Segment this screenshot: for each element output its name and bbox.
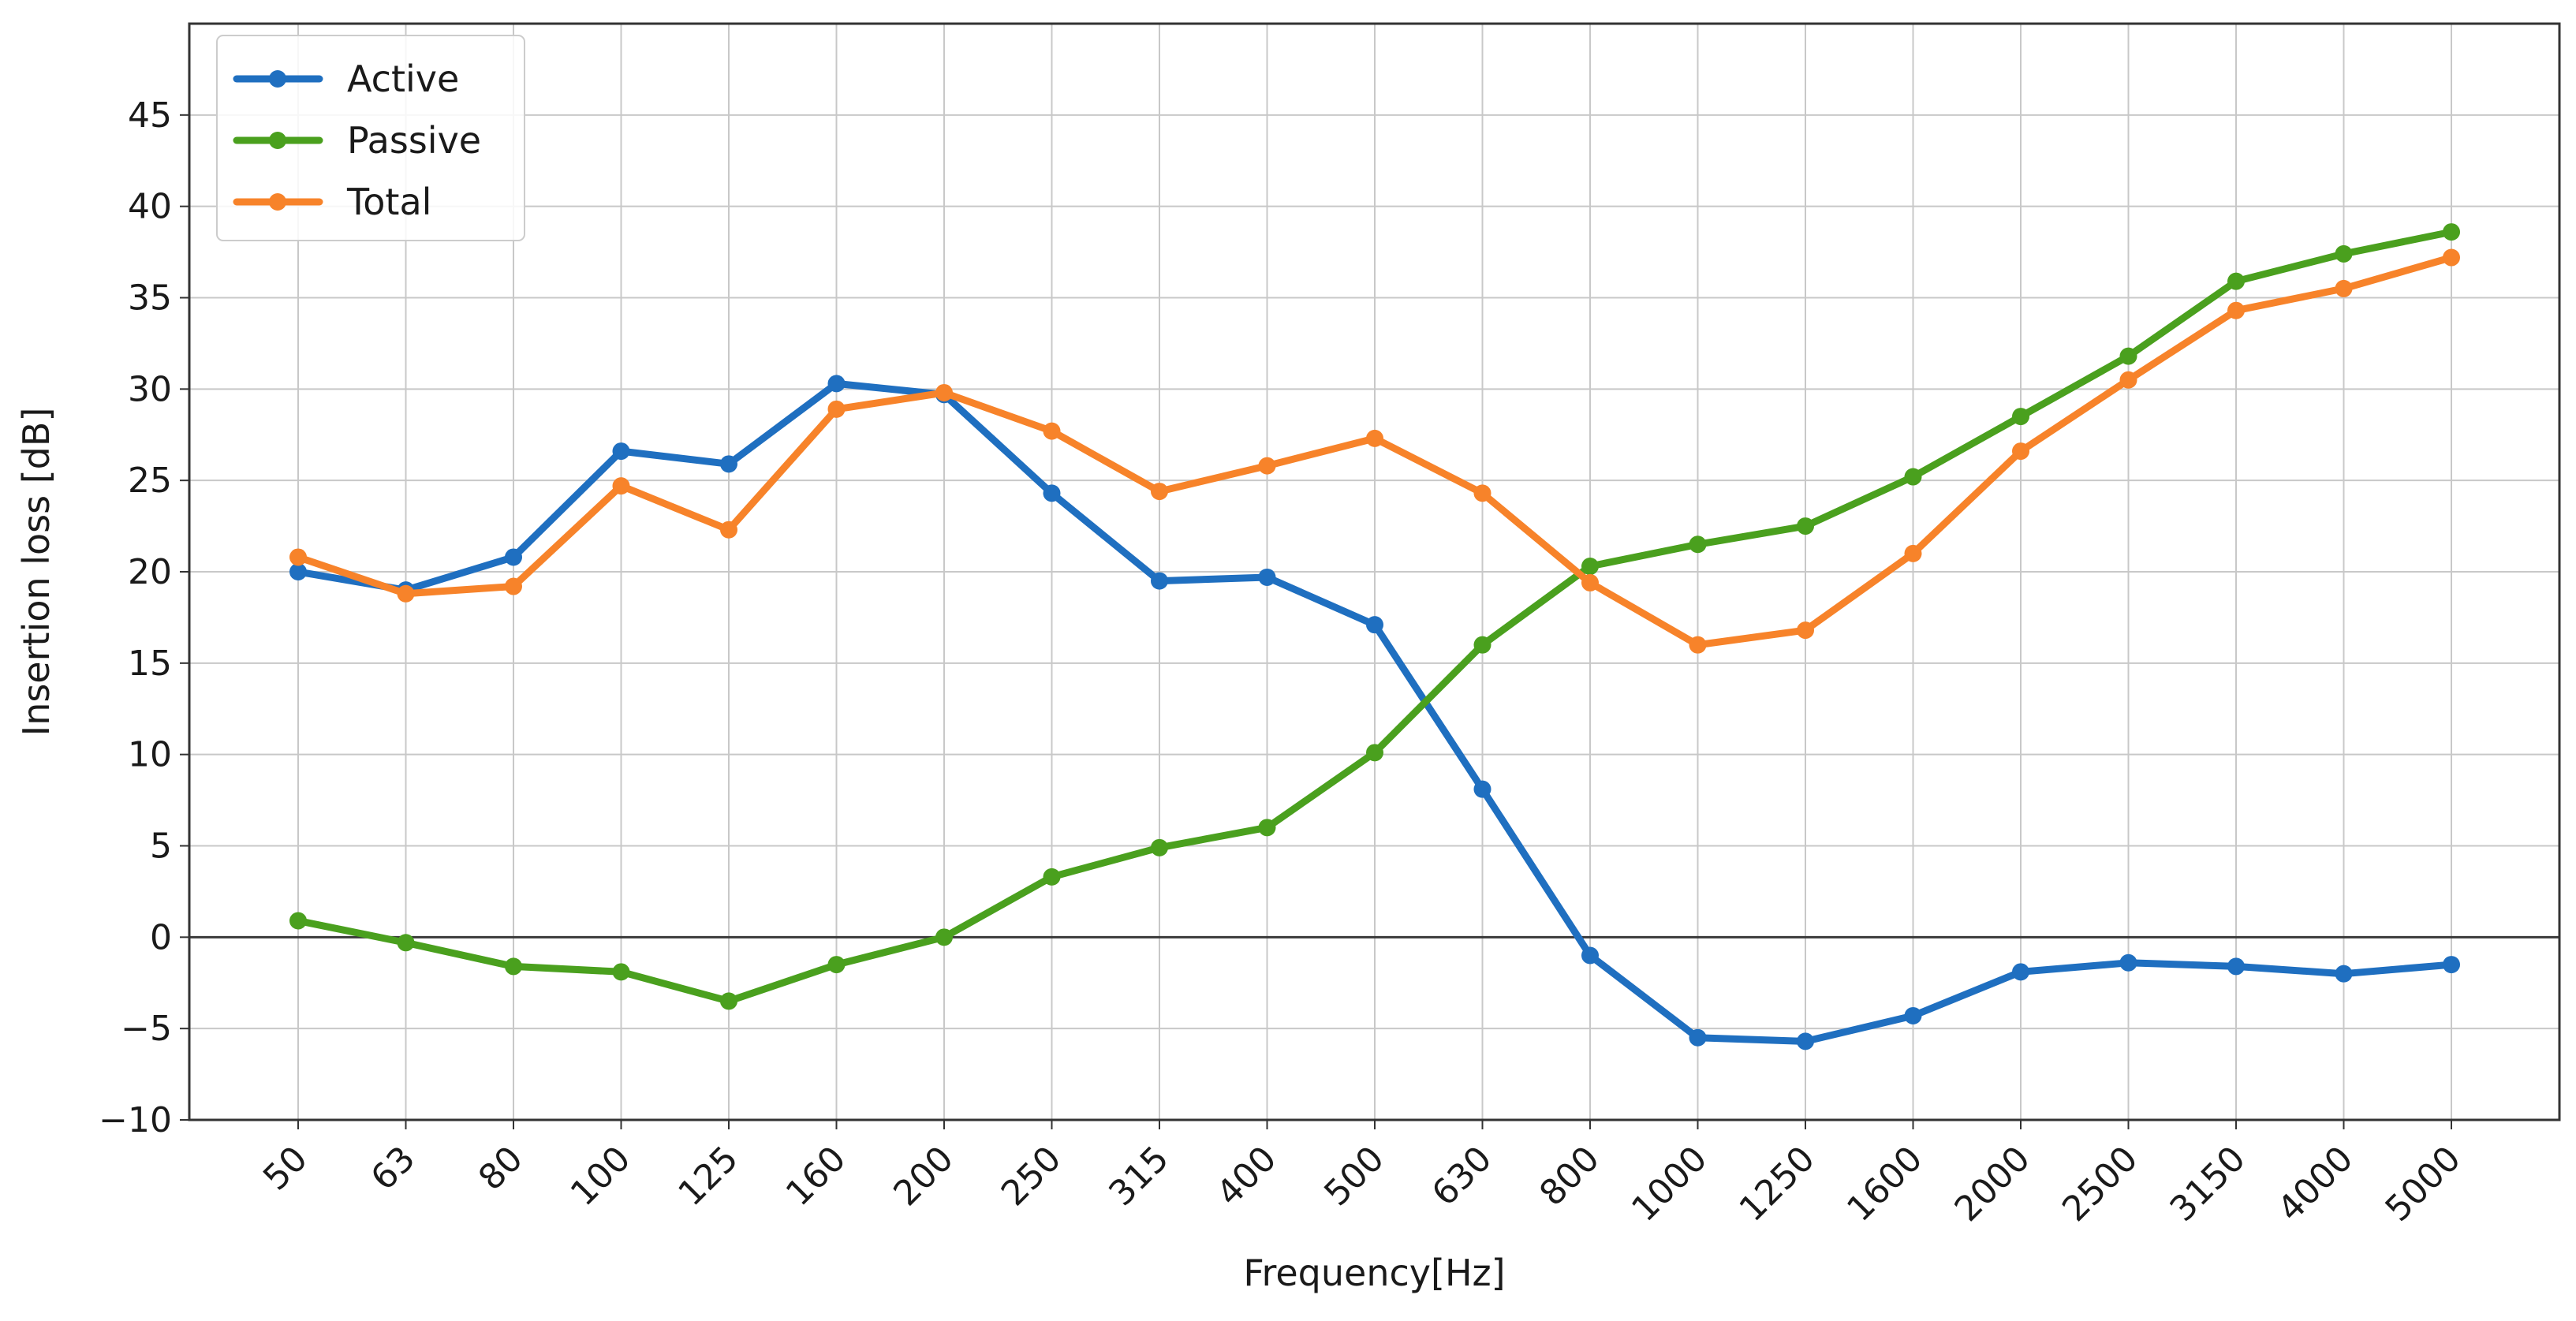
legend-label-active: Active: [347, 58, 459, 100]
data-point-passive: [1366, 744, 1383, 762]
legend-marker-active: [269, 70, 286, 88]
data-point-total: [2119, 371, 2137, 389]
series-total: [289, 248, 2460, 654]
data-point-passive: [2443, 223, 2460, 241]
data-point-active: [505, 548, 522, 566]
data-point-total: [720, 521, 737, 539]
data-point-active: [1366, 616, 1383, 634]
data-point-active: [2227, 957, 2245, 976]
data-point-total: [1151, 483, 1168, 501]
data-point-active: [720, 455, 737, 473]
legend-label-total: Total: [346, 181, 431, 223]
data-point-active: [2119, 953, 2137, 972]
series-passive: [289, 223, 2460, 1010]
y-axis-label: Insertion loss [dB]: [15, 408, 58, 737]
series-layer: [289, 223, 2460, 1050]
data-point-passive: [1689, 535, 1707, 554]
data-point-total: [1581, 573, 1599, 591]
data-point-passive: [2012, 408, 2029, 426]
legend: Active Passive Total: [216, 35, 525, 241]
x-axis-label: Frequency[Hz]: [1243, 1252, 1505, 1294]
data-point-active: [1473, 780, 1491, 798]
data-point-passive: [397, 934, 415, 952]
data-point-total: [289, 548, 307, 566]
data-point-total: [1043, 422, 1061, 440]
legend-label-passive: Passive: [347, 119, 481, 162]
data-point-active: [1797, 1032, 1814, 1050]
data-point-total: [1797, 621, 1814, 640]
data-point-active: [827, 375, 846, 393]
data-point-passive: [1473, 636, 1491, 654]
data-point-total: [827, 400, 846, 418]
data-point-passive: [1581, 558, 1599, 576]
data-point-total: [2335, 279, 2353, 297]
data-point-total: [1904, 544, 1922, 562]
data-point-passive: [827, 956, 846, 974]
data-point-active: [1043, 484, 1061, 502]
y-tick-label: −5: [121, 1009, 172, 1049]
y-tick-label: 5: [150, 827, 172, 867]
data-point-passive: [612, 963, 630, 981]
data-point-total: [2012, 442, 2029, 461]
data-point-total: [505, 577, 522, 595]
y-tick-label: 30: [128, 369, 172, 409]
data-point-passive: [1904, 468, 1922, 486]
y-tick-label: 45: [128, 95, 172, 136]
data-point-passive: [289, 912, 307, 930]
data-point-passive: [505, 957, 522, 976]
legend-box: [216, 35, 525, 241]
data-point-total: [397, 584, 415, 603]
y-tick-label: 10: [128, 735, 172, 775]
data-point-active: [1258, 568, 1276, 586]
series-active: [289, 375, 2460, 1050]
data-point-active: [1689, 1028, 1707, 1047]
data-point-active: [1151, 572, 1168, 590]
y-tick-label: 0: [150, 917, 172, 957]
data-point-passive: [720, 992, 737, 1010]
y-tick-label: 35: [128, 278, 172, 319]
data-point-active: [1904, 1006, 1922, 1024]
data-point-total: [1473, 484, 1491, 502]
data-point-active: [612, 442, 630, 461]
data-point-passive: [935, 928, 953, 946]
y-tick-label: 25: [128, 461, 172, 501]
data-point-passive: [2335, 244, 2353, 263]
y-tick-label: 40: [128, 187, 172, 227]
data-point-active: [289, 563, 307, 580]
data-point-passive: [1797, 517, 1814, 535]
data-point-total: [2227, 301, 2245, 319]
y-tick-label: 20: [128, 552, 172, 592]
data-point-total: [1689, 636, 1707, 654]
data-point-total: [612, 477, 630, 495]
data-point-total: [1258, 457, 1276, 475]
data-point-total: [1366, 429, 1383, 447]
y-tick-label: 15: [128, 644, 172, 684]
legend-marker-passive: [269, 132, 286, 149]
data-point-passive: [1043, 868, 1061, 886]
legend-marker-total: [269, 193, 286, 211]
data-point-passive: [1151, 838, 1168, 856]
data-point-total: [2443, 248, 2460, 267]
data-point-active: [2443, 956, 2460, 974]
data-point-active: [2335, 965, 2353, 983]
y-tick-label: −10: [99, 1100, 172, 1140]
data-point-active: [1581, 946, 1599, 965]
data-point-total: [935, 383, 953, 401]
data-point-passive: [2119, 347, 2137, 365]
data-point-passive: [2227, 272, 2245, 290]
data-point-passive: [1258, 819, 1276, 837]
data-point-active: [2012, 963, 2029, 981]
